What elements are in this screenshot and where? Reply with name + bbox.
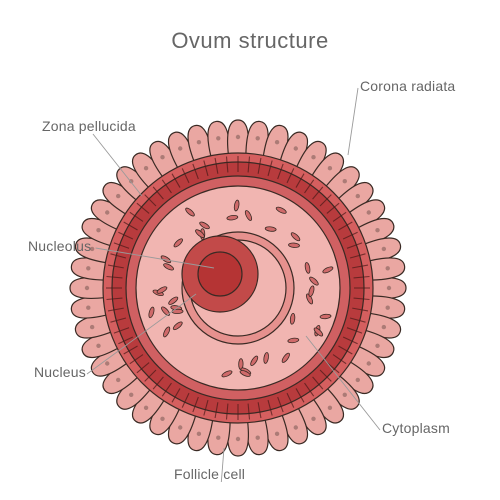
label-nucleolus: Nucleolus <box>28 238 91 254</box>
label-cytoplasm: Cytoplasm <box>382 420 450 436</box>
label-corona-radiata: Corona radiata <box>360 78 455 94</box>
label-nucleus: Nucleus <box>34 364 86 380</box>
label-follicle-cell: Follicle cell <box>174 466 245 482</box>
label-zona-pellucida: Zona pellucida <box>42 118 136 134</box>
diagram-stage: Ovum structure Corona radiata Zona pellu… <box>0 0 500 500</box>
